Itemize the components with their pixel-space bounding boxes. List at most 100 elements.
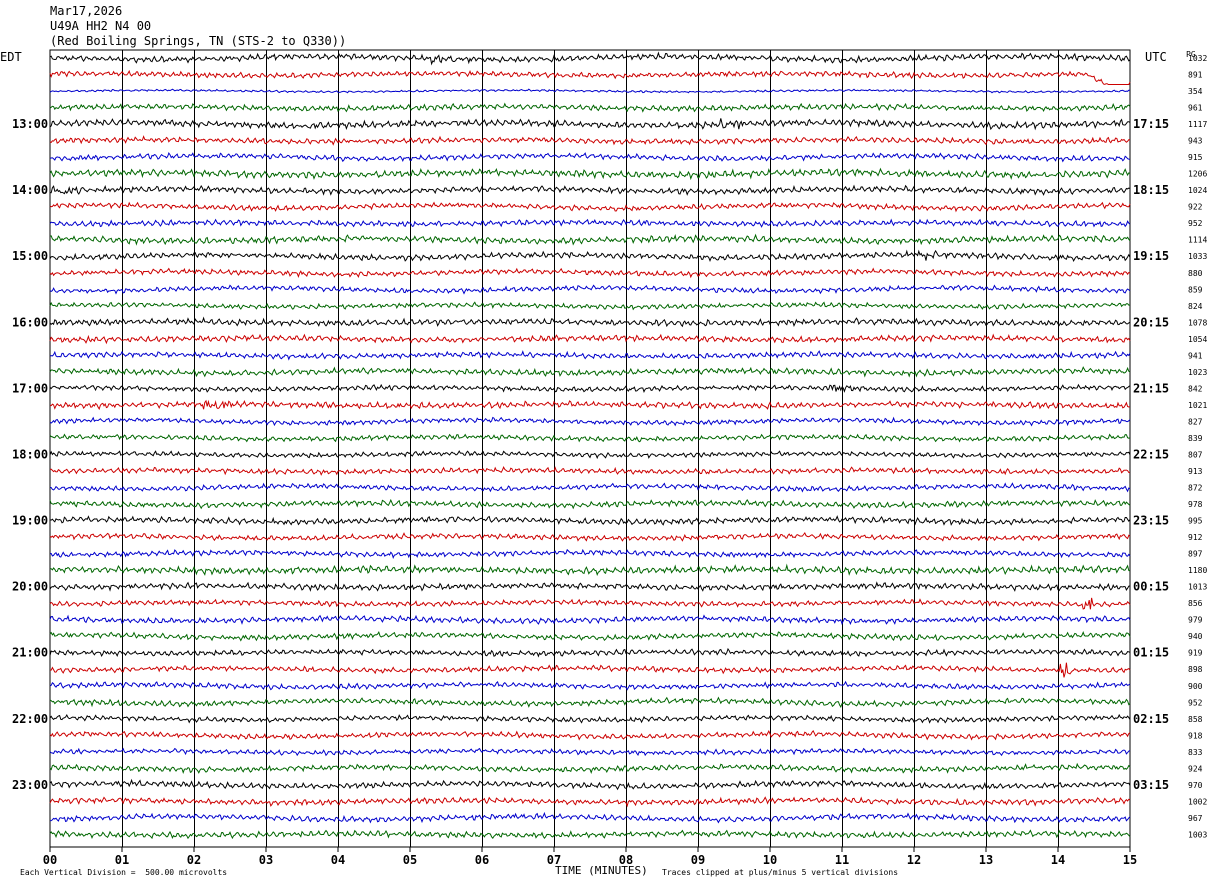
minute-grid [49, 49, 1131, 848]
trace-row [49, 647, 1131, 658]
trace-row [49, 614, 1131, 625]
trace-row [49, 218, 1131, 228]
row-rms-label: 856 [1188, 599, 1203, 608]
trace-row [49, 350, 1131, 361]
trace-row [49, 433, 1131, 443]
trace-row [49, 399, 1131, 411]
row-rms-label: 1021 [1188, 401, 1207, 410]
right-hour-label: 18:15 [1133, 183, 1169, 197]
row-rms-label: 918 [1188, 731, 1203, 740]
trace-row [49, 482, 1131, 493]
x-tick-label: 12 [907, 853, 921, 867]
x-tick-label: 10 [763, 853, 777, 867]
right-hour-label: 22:15 [1133, 447, 1169, 461]
row-rms-label: 1206 [1188, 170, 1207, 179]
row-rms-label: 1117 [1188, 120, 1207, 129]
row-rms-label: 824 [1188, 302, 1203, 311]
row-rms-label: 1180 [1188, 566, 1207, 575]
left-hour-label: 18:00 [12, 447, 48, 461]
trace-row [49, 532, 1131, 542]
trace-row [49, 383, 1131, 394]
row-rms-label: 919 [1188, 649, 1203, 658]
x-tick-label: 01 [115, 853, 129, 867]
row-rms-label: 1078 [1188, 318, 1207, 327]
row-rms-label: 900 [1188, 682, 1203, 691]
right-hour-label: 02:15 [1133, 712, 1169, 726]
row-rms-label: 995 [1188, 517, 1203, 526]
trace-row [49, 333, 1131, 345]
trace-row [49, 829, 1131, 840]
trace-row [49, 135, 1131, 146]
x-tick-label: 03 [259, 853, 273, 867]
right-hour-label: 01:15 [1133, 646, 1169, 660]
row-rms-label: 913 [1188, 467, 1203, 476]
x-tick-label: 15 [1123, 853, 1137, 867]
trace-row [49, 515, 1131, 526]
row-rms-label: 354 [1188, 87, 1203, 96]
row-rms-label: 941 [1188, 351, 1203, 360]
x-tick-label: 04 [331, 853, 345, 867]
row-rms-label: 897 [1188, 550, 1203, 559]
trace-row [49, 249, 1131, 263]
x-tick-label: 09 [691, 853, 705, 867]
trace-row [49, 267, 1131, 279]
left-hour-label: 21:00 [12, 646, 48, 660]
row-rms-label: 1023 [1188, 368, 1207, 377]
x-tick-label: 06 [475, 853, 489, 867]
row-rms-label: 970 [1188, 781, 1203, 790]
trace-row [49, 466, 1131, 476]
trace-row [49, 316, 1131, 328]
x-tick-label: 08 [619, 853, 633, 867]
row-rms-label: 940 [1188, 632, 1203, 641]
axis-labels: 00 01 02 03 04 05 06 07 08 09 10 11 12 13 14 15 1032 891 3… [12, 54, 1207, 867]
row-rms-label: 880 [1188, 269, 1203, 278]
row-rms-label: 872 [1188, 484, 1203, 493]
corner-mark: PG [1186, 50, 1196, 59]
row-rms-label: 979 [1188, 616, 1203, 625]
station-code: U49A HH2 N4 00 [50, 19, 152, 33]
left-hour-label: 23:00 [12, 778, 48, 792]
clip-note: Traces clipped at plus/minus 5 vertical … [662, 868, 899, 877]
row-rms-label: 952 [1188, 219, 1203, 228]
left-hour-label: 15:00 [12, 249, 48, 263]
x-tick-label: 13 [979, 853, 993, 867]
row-rms-label: 952 [1188, 698, 1203, 707]
row-rms-label: 1013 [1188, 583, 1207, 592]
trace-row [49, 167, 1131, 181]
x-tick-label: 14 [1051, 853, 1065, 867]
row-rms-label: 961 [1188, 104, 1203, 113]
row-rms-label: 1032 [1188, 54, 1207, 63]
trace-row [49, 778, 1131, 791]
trace-row [49, 416, 1131, 427]
trace-row [49, 631, 1131, 642]
scale-note: Each Vertical Division = 500.00 microvol… [20, 868, 228, 877]
right-hour-label: 19:15 [1133, 249, 1169, 263]
x-tick-label: 07 [547, 853, 561, 867]
trace-row [49, 597, 1131, 610]
trace-row [49, 366, 1131, 378]
trace-row [50, 662, 1131, 678]
row-rms-label: 967 [1188, 814, 1203, 823]
x-tick-label: 02 [187, 853, 201, 867]
trace-row [49, 102, 1131, 113]
right-hour-label: 00:15 [1133, 580, 1169, 594]
row-rms-label: 1054 [1188, 335, 1207, 344]
row-rms-label: 842 [1188, 384, 1203, 393]
left-hour-label: 20:00 [12, 580, 48, 594]
row-rms-label: 924 [1188, 764, 1203, 773]
seismic-traces [49, 51, 1131, 840]
left-hour-label: 13:00 [12, 117, 48, 131]
x-tick-label: 11 [835, 853, 849, 867]
x-axis-title: TIME (MINUTES) [555, 864, 648, 877]
trace-row [49, 762, 1131, 774]
row-rms-label: 922 [1188, 203, 1203, 212]
trace-row [49, 233, 1131, 246]
row-rms-label: 898 [1188, 665, 1203, 674]
row-rms-label: 839 [1188, 434, 1203, 443]
row-rms-label: 1003 [1188, 830, 1207, 839]
trace-row [50, 563, 1131, 577]
trace-row [49, 201, 1131, 213]
right-hour-label: 17:15 [1133, 117, 1169, 131]
trace-row [49, 696, 1131, 709]
